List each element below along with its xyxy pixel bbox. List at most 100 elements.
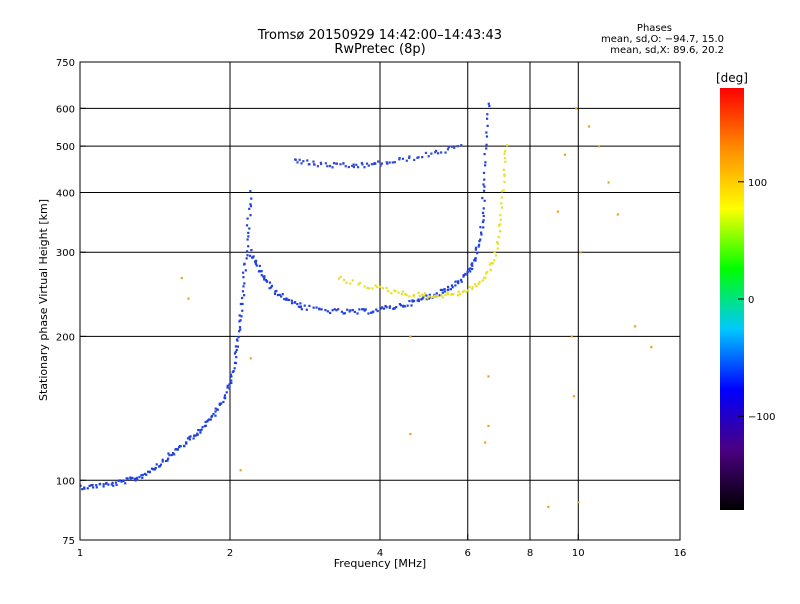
data-point <box>196 432 199 435</box>
data-point <box>302 160 305 163</box>
data-point <box>355 163 358 166</box>
data-point <box>366 286 369 290</box>
data-point <box>250 197 253 200</box>
data-point <box>238 314 241 317</box>
data-point <box>229 373 232 376</box>
data-point <box>250 249 253 252</box>
data-point <box>233 352 237 355</box>
data-point <box>381 306 384 309</box>
data-point <box>487 424 490 428</box>
data-point <box>485 131 488 134</box>
data-point <box>117 479 120 482</box>
data-point <box>506 144 509 147</box>
data-point <box>443 288 446 291</box>
data-point <box>214 414 217 417</box>
data-point <box>497 224 501 227</box>
data-point <box>443 290 446 293</box>
data-point <box>154 467 157 470</box>
data-point <box>351 164 354 167</box>
data-point <box>485 143 488 146</box>
data-point <box>95 486 98 489</box>
data-point <box>216 408 219 411</box>
data-point <box>463 289 466 292</box>
data-point <box>367 164 370 167</box>
data-point <box>231 370 234 374</box>
data-point <box>126 477 129 480</box>
data-point <box>428 293 431 296</box>
data-point <box>230 381 233 385</box>
data-point <box>328 311 332 315</box>
data-point <box>387 289 390 293</box>
chart-subtitle: RwPretec (8p) <box>334 42 425 57</box>
x-axis-label: Frequency [MHz] <box>334 557 426 570</box>
data-point <box>331 309 334 312</box>
data-point <box>477 245 480 248</box>
data-point <box>379 164 382 167</box>
data-point <box>441 296 444 299</box>
data-point <box>468 285 471 289</box>
data-point <box>168 454 171 457</box>
data-point <box>418 294 421 298</box>
y-tick-label: 750 <box>56 58 75 69</box>
data-point <box>197 428 200 432</box>
data-point <box>196 433 199 436</box>
data-point <box>456 145 459 148</box>
data-point <box>226 386 229 389</box>
data-point <box>151 468 155 471</box>
data-point <box>452 292 455 296</box>
data-point <box>499 214 502 217</box>
data-point <box>220 402 223 405</box>
x-tick-label: 4 <box>377 548 383 559</box>
data-point <box>247 231 250 234</box>
data-point <box>483 152 486 156</box>
data-point <box>484 276 487 279</box>
y-tick-label: 600 <box>56 104 75 115</box>
data-point <box>358 281 362 285</box>
y-tick-label: 300 <box>56 248 75 259</box>
data-point <box>244 269 247 272</box>
data-point <box>440 151 443 154</box>
data-point <box>374 162 377 165</box>
data-point <box>483 178 486 181</box>
data-point <box>293 301 296 304</box>
data-point <box>138 475 141 479</box>
data-point <box>243 282 246 285</box>
data-point <box>173 453 176 456</box>
data-point <box>406 304 409 307</box>
data-point <box>143 472 146 476</box>
data-point <box>486 270 489 274</box>
data-point <box>382 307 386 310</box>
data-point <box>316 165 319 168</box>
data-point <box>384 304 387 308</box>
data-point <box>493 251 496 254</box>
data-point <box>230 379 233 382</box>
data-point <box>237 336 240 339</box>
data-point <box>308 163 311 166</box>
data-point <box>412 299 416 303</box>
data-point <box>194 434 197 437</box>
data-point <box>248 227 251 230</box>
data-point <box>547 505 550 509</box>
data-point <box>167 452 170 455</box>
data-point <box>233 367 236 370</box>
data-point <box>482 189 486 192</box>
data-point <box>457 280 460 283</box>
data-point <box>140 474 143 477</box>
data-point <box>161 458 164 461</box>
data-point <box>399 304 403 307</box>
data-point <box>408 156 411 159</box>
data-point <box>500 196 503 199</box>
data-point <box>242 285 245 288</box>
data-point <box>328 164 332 168</box>
data-point <box>481 220 485 224</box>
data-point <box>471 286 474 289</box>
data-point <box>412 293 416 297</box>
data-point <box>141 476 144 479</box>
data-point <box>263 277 266 280</box>
data-point <box>270 286 273 289</box>
data-point <box>263 278 266 281</box>
data-point <box>122 479 125 483</box>
phases-mean-o: mean, sd,O: −94.7, 15.0 <box>601 34 724 45</box>
data-point <box>214 407 217 410</box>
data-point <box>312 306 315 309</box>
